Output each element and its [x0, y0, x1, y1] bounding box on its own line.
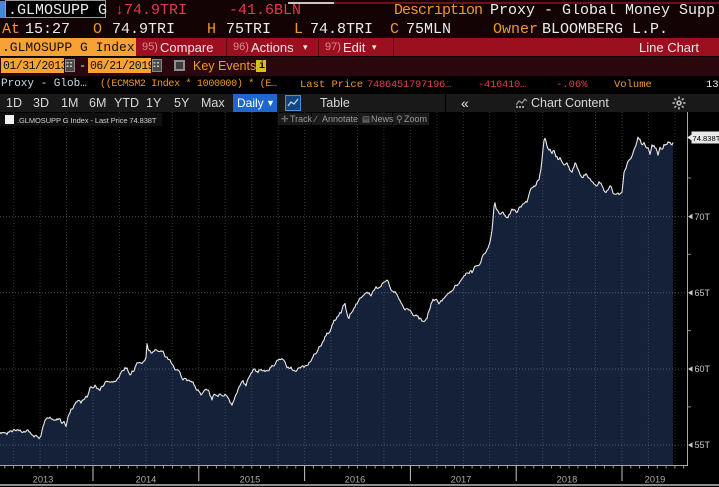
- svg-text:2014: 2014: [136, 475, 157, 485]
- svg-text:65T: 65T: [695, 288, 711, 298]
- svg-text:2013: 2013: [33, 475, 54, 485]
- svg-text:2015: 2015: [240, 475, 261, 485]
- svg-text:55T: 55T: [695, 440, 711, 450]
- svg-text:2018: 2018: [557, 475, 578, 485]
- svg-text:60T: 60T: [695, 364, 711, 374]
- svg-text:2017: 2017: [451, 475, 472, 485]
- svg-text:74.838T: 74.838T: [693, 134, 719, 143]
- svg-text:2019: 2019: [645, 475, 666, 485]
- svg-text:2016: 2016: [345, 475, 366, 485]
- svg-text:70T: 70T: [695, 212, 711, 222]
